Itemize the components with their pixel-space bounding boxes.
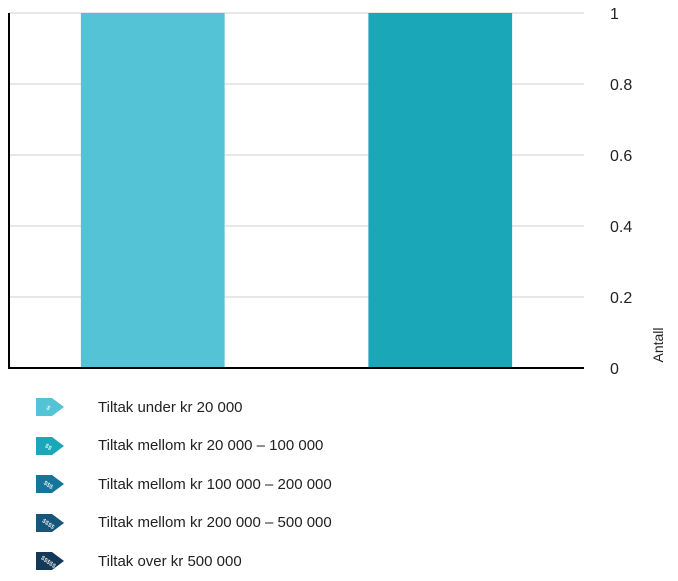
y-tick-label: 0 <box>610 361 619 378</box>
bars <box>80 13 513 368</box>
legend-item: $ Tiltak under kr 20 000 <box>30 388 332 427</box>
tag-symbol: $ <box>45 405 52 412</box>
tag-shape <box>36 475 64 494</box>
tag-shape <box>36 513 64 532</box>
legend-label: Tiltak over kr 500 000 <box>98 552 242 570</box>
y-tick-label: 0.2 <box>610 290 632 307</box>
tag-shape <box>36 552 64 571</box>
y-tick-label: 0.6 <box>610 148 632 165</box>
legend: $ Tiltak under kr 20 000 $$ Tiltak mello… <box>30 388 332 581</box>
bar-1 <box>80 13 225 368</box>
legend-item: $$$ Tiltak mellom kr 100 000 – 200 000 <box>30 465 332 504</box>
legend-item: $$ Tiltak mellom kr 20 000 – 100 000 <box>30 427 332 466</box>
price-tag-icon: $$$$$ <box>36 552 64 571</box>
y-axis-title: Antall <box>650 327 666 362</box>
legend-label: Tiltak mellom kr 200 000 – 500 000 <box>98 514 332 532</box>
price-tag-icon: $$$ <box>36 475 64 494</box>
tag-symbol: $$$ <box>42 481 54 492</box>
bar-2 <box>368 13 513 368</box>
legend-item: $$$$ Tiltak mellom kr 200 000 – 500 000 <box>30 504 332 543</box>
tag-shape <box>36 398 64 417</box>
y-tick-label: 1 <box>610 6 619 23</box>
y-tick-label: 0.8 <box>610 77 632 94</box>
price-tag-icon: $$$$ <box>36 513 64 532</box>
y-tick-labels: 0 0.2 0.4 0.6 0.8 1 <box>610 6 632 378</box>
y-tick-label: 0.4 <box>610 219 632 236</box>
bar-chart: 0 0.2 0.4 0.6 0.8 1 Antall <box>8 6 666 378</box>
legend-label: Tiltak mellom kr 100 000 – 200 000 <box>98 475 332 493</box>
price-tag-icon: $$ <box>36 436 64 455</box>
tag-shape <box>36 436 64 455</box>
legend-label: Tiltak under kr 20 000 <box>98 398 243 416</box>
price-tag-icon: $ <box>36 398 64 417</box>
tag-symbol: $$ <box>43 443 52 452</box>
legend-label: Tiltak mellom kr 20 000 – 100 000 <box>98 437 324 455</box>
legend-item: $$$$$ Tiltak over kr 500 000 <box>30 542 332 581</box>
